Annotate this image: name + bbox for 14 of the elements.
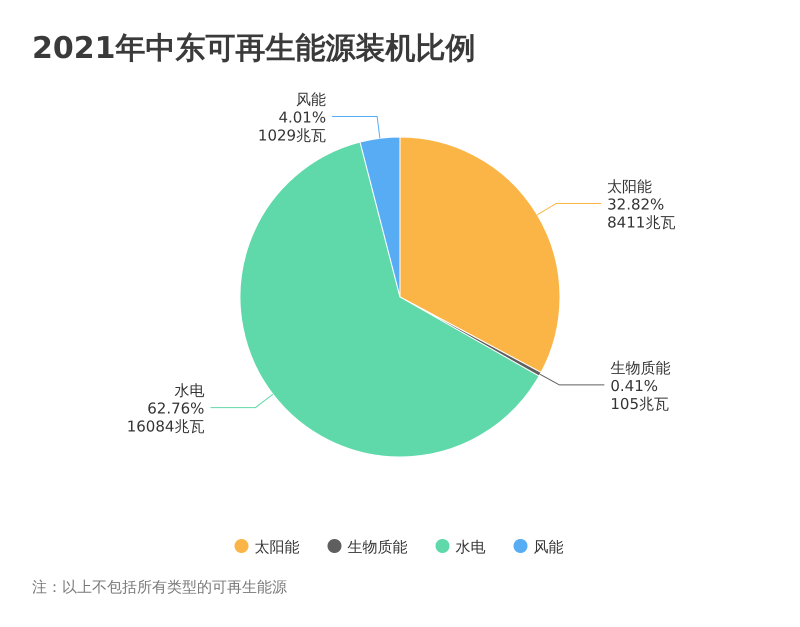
data-label: 0.41% 105兆瓦 [610, 376, 669, 413]
slice-label: 风能 [296, 90, 326, 108]
data-label: 62.76% 16084兆瓦 [126, 400, 204, 436]
legend-label: 太阳能 [254, 538, 300, 556]
slice-label: 水电 [174, 382, 204, 400]
chart-title: 2021年中东可再生能源装机比例 [32, 31, 476, 66]
legend-label: 水电 [456, 538, 486, 556]
slice-label: 太阳能 [607, 177, 652, 196]
text: 注：以上不包括所有类型的可再生能源 [32, 578, 287, 596]
data-label: 4.01% 1029兆瓦 [258, 108, 326, 144]
slice-label: 生物质能 [610, 358, 670, 377]
legend-label: 风能 [534, 538, 564, 556]
data-label: 32.82% 8411兆瓦 [607, 195, 676, 232]
legend-label: 生物质能 [348, 538, 408, 556]
